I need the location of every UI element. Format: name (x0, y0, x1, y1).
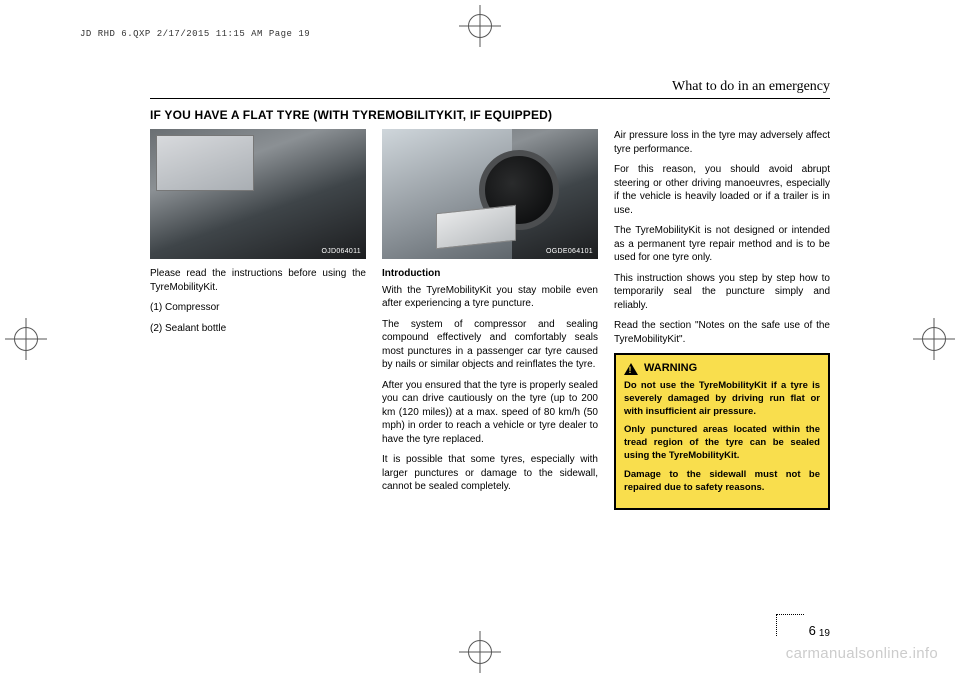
figure-code: OJD064011 (321, 247, 361, 256)
figure-kit-at-wheel: OGDE064101 (382, 129, 598, 259)
warning-label: WARNING (644, 361, 697, 376)
body-text: Air pressure loss in the tyre may advers… (614, 129, 830, 156)
watermark: carmanualsonline.info (786, 644, 938, 664)
chapter-title: What to do in an emergency (150, 78, 830, 99)
page-number: 6 19 (776, 618, 830, 640)
subsection-heading: Introduction (382, 267, 598, 281)
body-text: Read the section "Notes on the safe use … (614, 319, 830, 346)
body-text: After you ensured that the tyre is prope… (382, 379, 598, 447)
body-text: It is possible that some tyres, especial… (382, 453, 598, 494)
warning-box: WARNING Do not use the TyreMobilityKit i… (614, 353, 830, 510)
three-column-layout: OJD064011 Please read the instructions b… (150, 129, 830, 510)
warning-text: Only punctured areas located within the … (624, 424, 820, 462)
warning-header: WARNING (624, 361, 820, 376)
figure-inset-callout (156, 135, 254, 191)
warning-triangle-icon (624, 363, 638, 375)
body-text: This instruction shows you step by step … (614, 272, 830, 313)
chapter-number: 6 (809, 622, 816, 640)
page-content: JD RHD 6.QXP 2/17/2015 11:15 AM Page 19 … (0, 0, 960, 678)
body-text: With the TyreMobilityKit you stay mobile… (382, 284, 598, 311)
column-1: OJD064011 Please read the instructions b… (150, 129, 366, 510)
column-3: Air pressure loss in the tyre may advers… (614, 129, 830, 510)
figure-code: OGDE064101 (546, 247, 593, 256)
page-number-dotline (776, 614, 804, 636)
warning-text: Do not use the TyreMobilityKit if a tyre… (624, 380, 820, 418)
body-text: For this reason, you should avoid abrupt… (614, 163, 830, 217)
figure-trunk-kit: OJD064011 (150, 129, 366, 259)
column-2: OGDE064101 Introduction With the TyreMob… (382, 129, 598, 510)
section-heading: IF YOU HAVE A FLAT TYRE (WITH TYREMOBILI… (150, 107, 830, 123)
page-number-value: 19 (819, 627, 830, 641)
body-text: The TyreMobilityKit is not designed or i… (614, 224, 830, 265)
print-metadata-header: JD RHD 6.QXP 2/17/2015 11:15 AM Page 19 (80, 28, 310, 40)
body-text: (1) Compressor (150, 301, 366, 315)
body-text: The system of compressor and sealing com… (382, 318, 598, 372)
body-text: (2) Sealant bottle (150, 322, 366, 336)
body-text: Please read the instructions before usin… (150, 267, 366, 294)
warning-text: Damage to the sidewall must not be repai… (624, 469, 820, 495)
